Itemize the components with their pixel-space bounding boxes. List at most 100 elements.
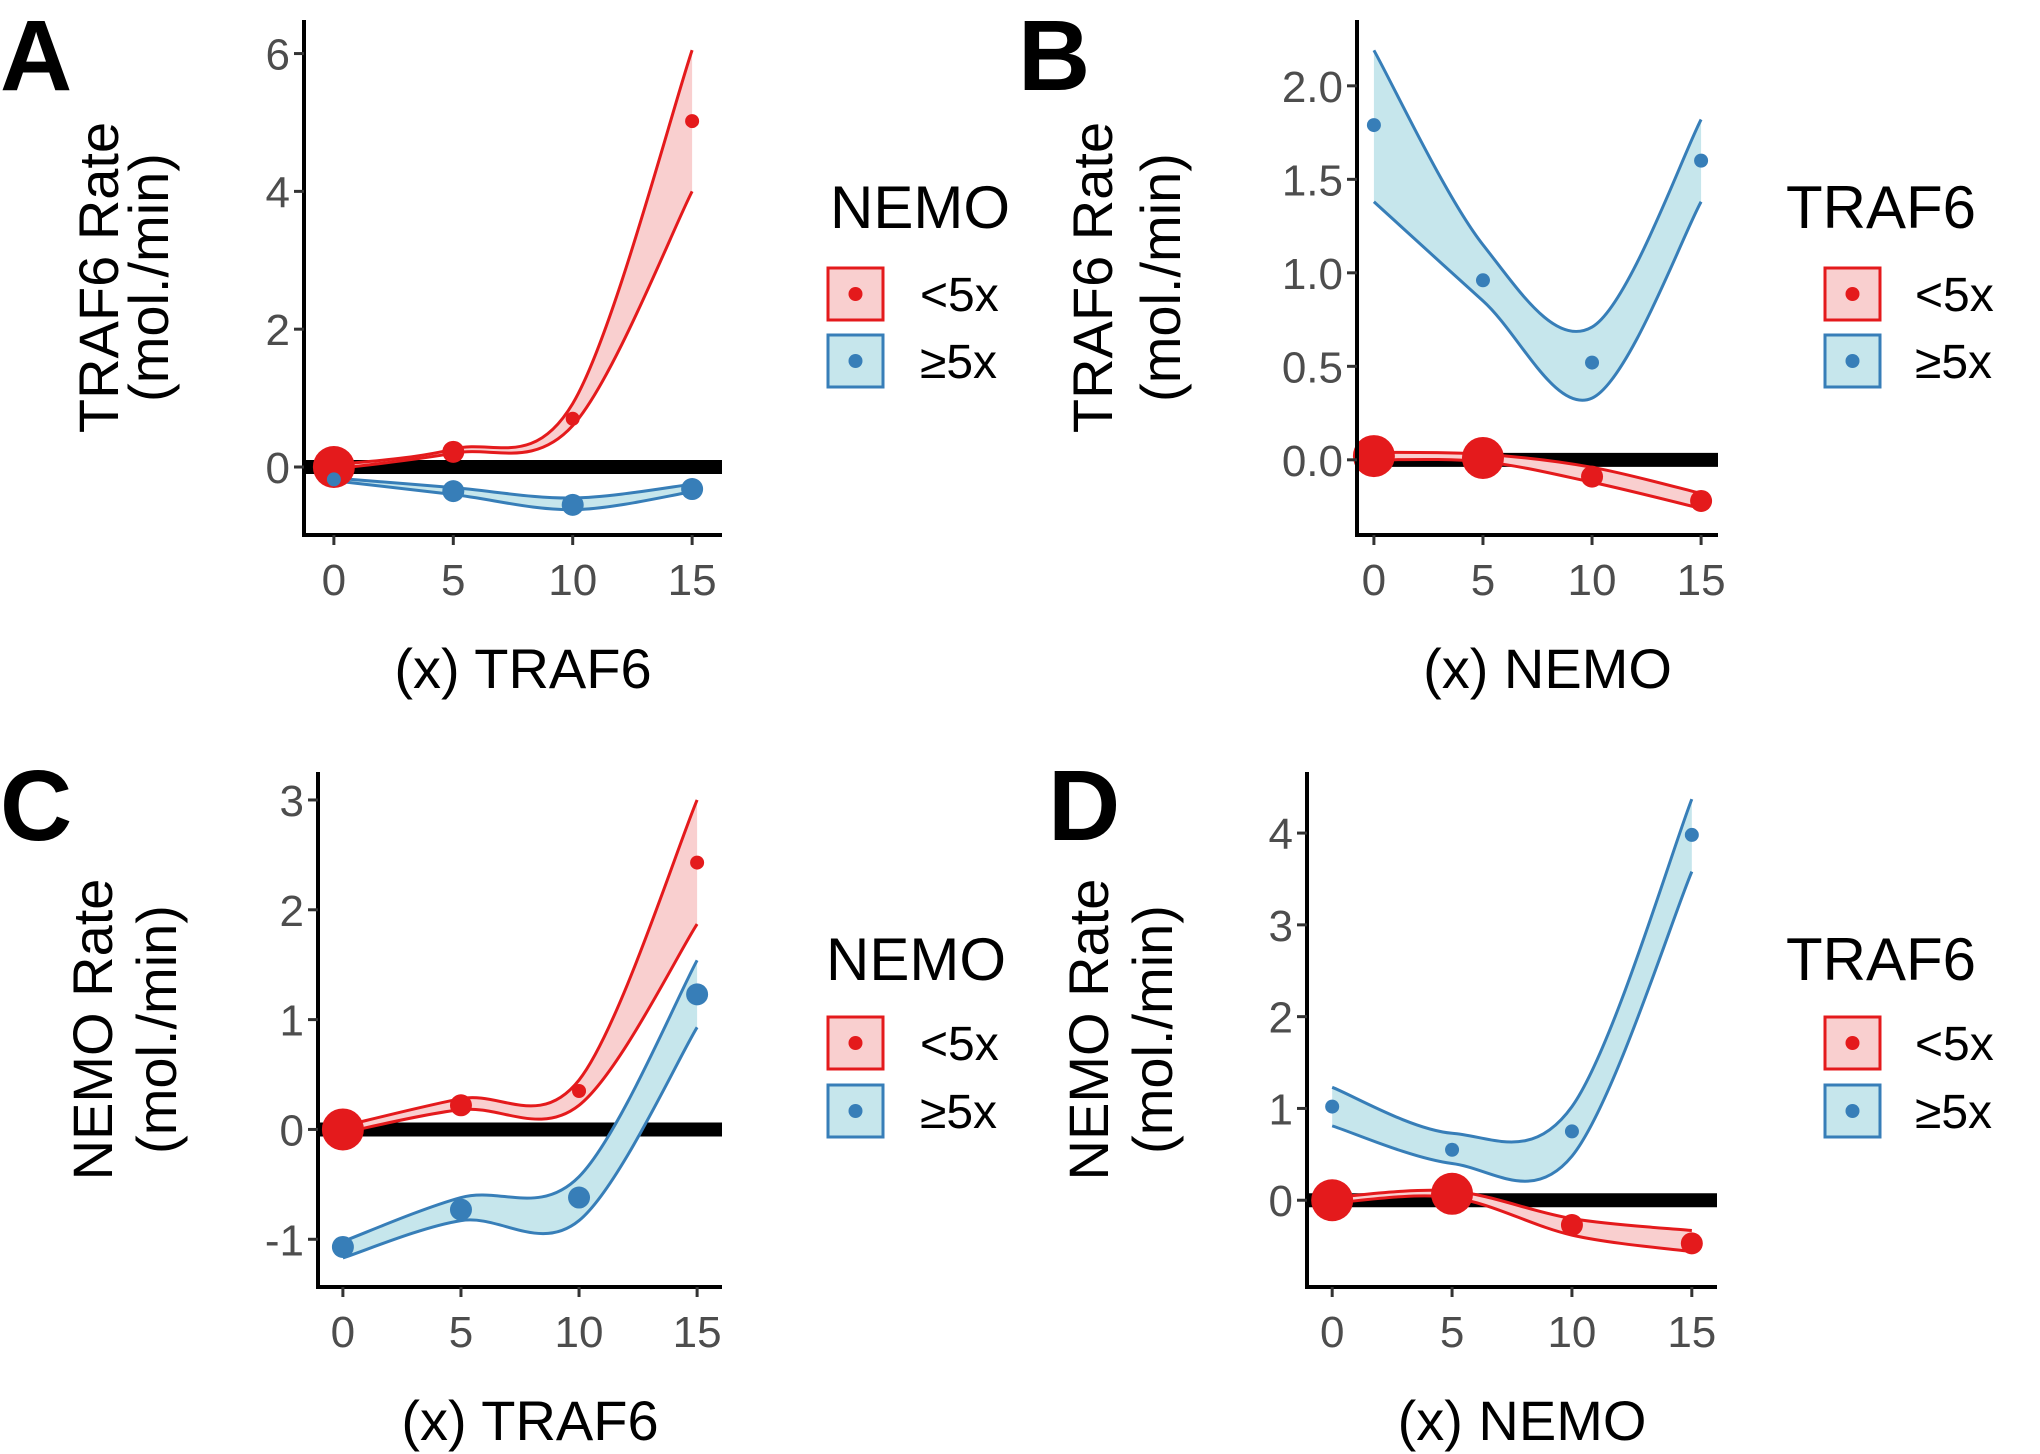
y-axis-title: (mol./min): [117, 153, 180, 402]
data-point: [1445, 1142, 1460, 1157]
band-lower-line: [342, 923, 699, 1135]
x-tick-label: 0: [1320, 1308, 1344, 1357]
y-axis-title: (mol./min): [1121, 905, 1184, 1154]
legend-key-dot: [848, 354, 863, 368]
y-tick-label: 1.5: [1282, 156, 1343, 205]
band-lower-line: [1372, 200, 1703, 402]
y-tick-label: 0.5: [1282, 343, 1343, 392]
y-tick-label: 1.0: [1282, 250, 1343, 299]
data-point: [326, 472, 341, 487]
x-tick-label: 10: [1568, 556, 1617, 605]
legend-key-dot: [848, 1036, 863, 1050]
data-point: [690, 855, 705, 870]
legend-label: ≥5x: [920, 1086, 997, 1139]
data-point: [1564, 1124, 1579, 1139]
data-point: [568, 1186, 591, 1209]
data-point: [442, 440, 465, 463]
data-point: [1694, 153, 1709, 168]
y-axis-title: TRAF6 Rate: [1061, 122, 1124, 433]
x-tick-label: 5: [1440, 1308, 1464, 1357]
panel-letter: D: [1048, 750, 1120, 862]
legend-key-dot: [1845, 354, 1860, 368]
y-axis-title: NEMO Rate: [61, 879, 124, 1181]
x-tick-label: 15: [1677, 556, 1726, 605]
y-axis-title: (mol./min): [1129, 153, 1192, 402]
band-lower-line: [1331, 871, 1694, 1183]
band-lower-line: [333, 479, 693, 512]
y-tick-label: 2: [266, 306, 290, 355]
x-tick-label: 5: [1471, 556, 1495, 605]
legend-label: <5x: [920, 269, 999, 322]
x-tick-label: 10: [1547, 1308, 1596, 1357]
y-tick-label: 0: [1269, 1177, 1293, 1226]
y-tick-label: 4: [266, 168, 290, 217]
legend-label: <5x: [1915, 1018, 1994, 1071]
y-tick-label: 6: [266, 31, 290, 80]
panel-d: D 0 1 2 3 4 0 5 10 15 (x) NEMO NEMO Rate (mol./min) T…: [1048, 750, 1994, 1452]
x-tick-label: 5: [449, 1308, 473, 1357]
panel-letter: B: [1018, 0, 1090, 112]
data-point: [1585, 355, 1600, 370]
data-point: [1581, 465, 1604, 488]
x-axis-title: (x) TRAF6: [401, 1389, 658, 1452]
confidence-band: [1332, 1190, 1692, 1252]
band-upper-line: [342, 959, 699, 1243]
legend-title: NEMO: [830, 174, 1010, 241]
band-upper-line: [1331, 798, 1694, 1144]
data-point: [1680, 1232, 1703, 1255]
band-upper-line: [1332, 1188, 1692, 1233]
y-tick-label: 1: [280, 997, 304, 1046]
legend-label: ≥5x: [920, 336, 997, 389]
confidence-band: [342, 799, 698, 1133]
data-point: [565, 411, 580, 426]
legend-key-dot: [848, 1104, 863, 1118]
band-upper-line: [1372, 49, 1703, 333]
y-tick-label: 1: [1269, 1085, 1293, 1134]
y-axis-title: NEMO Rate: [1057, 879, 1120, 1181]
data-point: [1431, 1172, 1474, 1215]
legend-key-dot: [1845, 287, 1860, 301]
data-point: [1366, 118, 1381, 133]
data-point: [1690, 489, 1713, 512]
legend-label: ≥5x: [1915, 336, 1992, 389]
data-point: [449, 1198, 472, 1221]
data-point: [561, 493, 584, 516]
x-tick-label: 15: [668, 556, 717, 605]
legend-title: TRAF6: [1786, 174, 1976, 241]
data-point: [1461, 436, 1504, 479]
data-point: [1352, 435, 1395, 478]
legend-label: <5x: [920, 1018, 999, 1071]
x-tick-label: 15: [673, 1308, 722, 1357]
legend-key-dot: [1845, 1104, 1860, 1118]
y-tick-label: 3: [1269, 902, 1293, 951]
confidence-band: [1373, 50, 1702, 401]
data-point: [449, 1094, 472, 1117]
band-lower-line: [1373, 457, 1702, 510]
legend-label: <5x: [1915, 269, 1994, 322]
band-upper-line: [342, 799, 699, 1128]
legend-label: ≥5x: [1915, 1086, 1992, 1139]
y-axis-title: (mol./min): [125, 905, 188, 1154]
band-lower-line: [1332, 1194, 1693, 1254]
y-tick-label: 2: [280, 887, 304, 936]
y-tick-label: 3: [280, 777, 304, 826]
band-lower-line: [333, 190, 694, 471]
data-point: [312, 445, 355, 488]
data-point: [1560, 1214, 1583, 1237]
y-tick-label: 2: [1269, 994, 1293, 1043]
x-tick-label: 10: [548, 556, 597, 605]
data-point: [686, 983, 709, 1006]
data-point: [331, 1235, 354, 1258]
legend-title: NEMO: [826, 926, 1006, 993]
panel-b: B 0.0 0.5 1.0 1.5 2.0 0 5 10 15(x) NEMO TRAF6 Rate…: [1018, 0, 1994, 700]
data-point: [681, 478, 704, 501]
y-tick-label: 4: [1269, 810, 1293, 859]
data-point: [685, 114, 700, 129]
legend-key-dot: [848, 287, 863, 301]
data-point: [321, 1108, 364, 1151]
data-point: [1475, 273, 1490, 288]
data-point: [1311, 1179, 1354, 1222]
confidence-band: [1332, 799, 1692, 1182]
confidence-band: [333, 50, 693, 470]
